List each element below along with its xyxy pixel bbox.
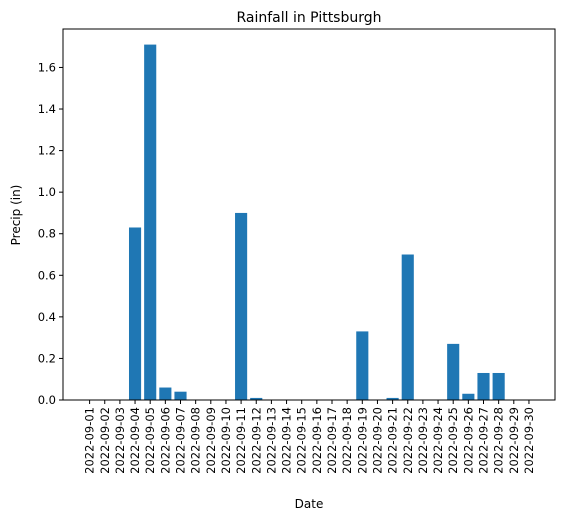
x-tick-label: 2022-09-13 bbox=[264, 407, 278, 474]
x-tick-label: 2022-09-02 bbox=[98, 407, 112, 474]
x-tick-label: 2022-09-30 bbox=[522, 407, 536, 474]
x-tick-label: 2022-09-21 bbox=[386, 407, 400, 474]
x-tick-label: 2022-09-24 bbox=[431, 407, 445, 474]
y-tick-label: 1.4 bbox=[38, 102, 56, 116]
x-tick-label: 2022-09-26 bbox=[461, 407, 475, 474]
y-tick-label: 0.6 bbox=[38, 268, 56, 282]
y-tick-label: 1.6 bbox=[38, 60, 56, 74]
bar bbox=[174, 391, 187, 400]
x-tick-label: 2022-09-20 bbox=[370, 407, 384, 474]
x-tick-label: 2022-09-12 bbox=[249, 407, 263, 474]
bar bbox=[401, 254, 414, 400]
y-tick-label: 1.2 bbox=[38, 144, 56, 158]
bar bbox=[159, 387, 172, 400]
x-tick-label: 2022-09-16 bbox=[310, 407, 324, 474]
bar bbox=[447, 343, 460, 400]
x-tick-label: 2022-09-07 bbox=[174, 407, 188, 474]
bars-group bbox=[128, 44, 505, 401]
x-tick-label: 2022-09-05 bbox=[143, 407, 157, 474]
bar bbox=[386, 397, 399, 400]
y-axis-label: Precip (in) bbox=[9, 185, 23, 246]
bar bbox=[235, 212, 248, 400]
x-tick-label: 2022-09-10 bbox=[219, 407, 233, 474]
y-tick-label: 1.0 bbox=[38, 185, 56, 199]
x-tick-label: 2022-09-18 bbox=[340, 407, 354, 474]
bar bbox=[356, 331, 369, 400]
x-tick-label: 2022-09-22 bbox=[401, 407, 415, 474]
x-tick-label: 2022-09-06 bbox=[158, 407, 172, 474]
x-tick-label: 2022-09-17 bbox=[325, 407, 339, 474]
x-tick-label: 2022-09-28 bbox=[492, 407, 506, 474]
x-tick-label: 2022-09-09 bbox=[204, 407, 218, 474]
chart-title: Rainfall in Pittsburgh bbox=[236, 10, 381, 26]
x-tick-label: 2022-09-27 bbox=[477, 407, 491, 474]
y-tick-label: 0.8 bbox=[38, 227, 56, 241]
y-axis-ticks: 0.0 0.2 0.4 0.6 0.8 1.0 1.2 1.4 1.6 bbox=[38, 60, 63, 407]
x-tick-label: 2022-09-01 bbox=[83, 407, 97, 474]
y-tick-label: 0.4 bbox=[38, 310, 56, 324]
x-tick-label: 2022-09-19 bbox=[355, 407, 369, 474]
bar bbox=[462, 393, 475, 400]
x-tick-label: 2022-09-25 bbox=[446, 407, 460, 474]
x-tick-label: 2022-09-15 bbox=[295, 407, 309, 474]
bar bbox=[250, 397, 263, 400]
bar bbox=[477, 372, 490, 400]
x-tick-label: 2022-09-23 bbox=[416, 407, 430, 474]
x-axis-ticks: 2022-09-01 2022-09-02 2022-09-03 2022-09-04… bbox=[83, 400, 536, 474]
bar bbox=[492, 372, 505, 400]
x-tick-label: 2022-09-29 bbox=[507, 407, 521, 474]
x-tick-label: 2022-09-04 bbox=[128, 407, 142, 474]
x-tick-label: 2022-09-08 bbox=[189, 407, 203, 474]
plot-frame bbox=[62, 28, 556, 401]
x-tick-label: 2022-09-14 bbox=[280, 407, 294, 474]
x-tick-label: 2022-09-11 bbox=[234, 407, 248, 474]
y-tick-label: 0.0 bbox=[38, 393, 56, 407]
x-tick-label: 2022-09-03 bbox=[113, 407, 127, 474]
bar bbox=[144, 44, 157, 401]
x-axis-label: Date bbox=[295, 497, 324, 511]
y-tick-label: 0.2 bbox=[38, 351, 56, 365]
bar bbox=[128, 227, 142, 400]
